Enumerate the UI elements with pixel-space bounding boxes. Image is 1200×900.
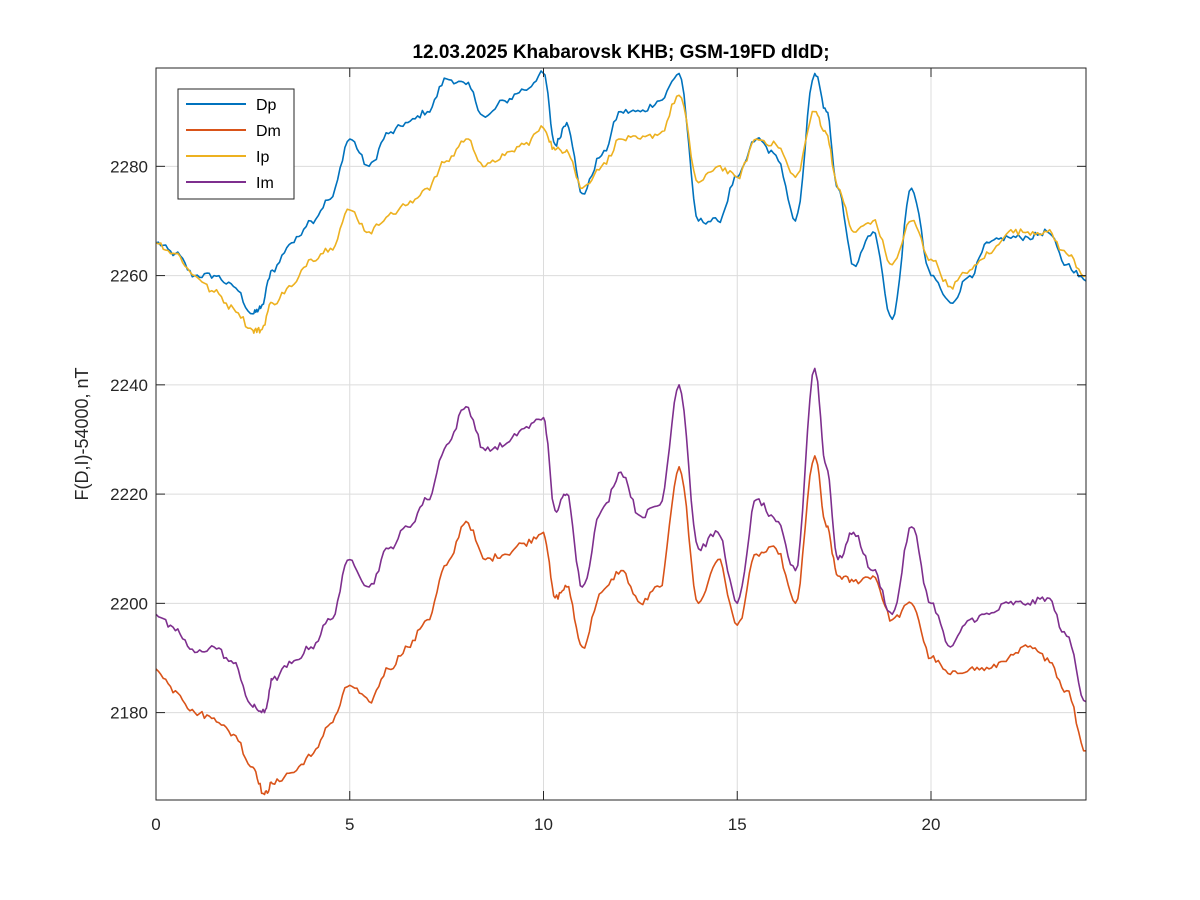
legend-box [177, 88, 295, 200]
series-line-dm [156, 455, 1086, 796]
y-tick-label: 2200 [110, 594, 148, 613]
legend-label-im: Im [256, 175, 274, 192]
series-line-im [156, 367, 1086, 714]
series-line-dp [156, 70, 1086, 321]
x-tick-label: 10 [534, 815, 553, 834]
tick-layer: 0 5 10 15 20 2180 2200 2220 2240 2260 2280 [110, 68, 1086, 834]
axes-box [155, 67, 1087, 801]
chart-title: 12.03.2025 Khabarovsk KHB; GSM-19FD dIdD… [412, 42, 829, 63]
x-tick-label: 20 [922, 815, 941, 834]
y-axis-label: F(D,I)-54000, nT [72, 367, 92, 500]
series-line-ip [156, 94, 1086, 334]
y-tick-label: 2280 [110, 157, 148, 176]
legend-label-ip: Ip [256, 149, 269, 166]
x-tick-label: 5 [345, 815, 354, 834]
series-layer [156, 70, 1086, 796]
y-tick-label: 2220 [110, 485, 148, 504]
legend-label-dm: Dm [256, 123, 281, 140]
y-tick-label: 2180 [110, 704, 148, 723]
x-tick-label: 0 [151, 815, 160, 834]
x-tick-label: 15 [728, 815, 747, 834]
y-tick-label: 2240 [110, 376, 148, 395]
legend-label-dp: Dp [256, 97, 277, 114]
legend: Dp Dm Ip Im [177, 88, 295, 200]
y-tick-label: 2260 [110, 267, 148, 286]
